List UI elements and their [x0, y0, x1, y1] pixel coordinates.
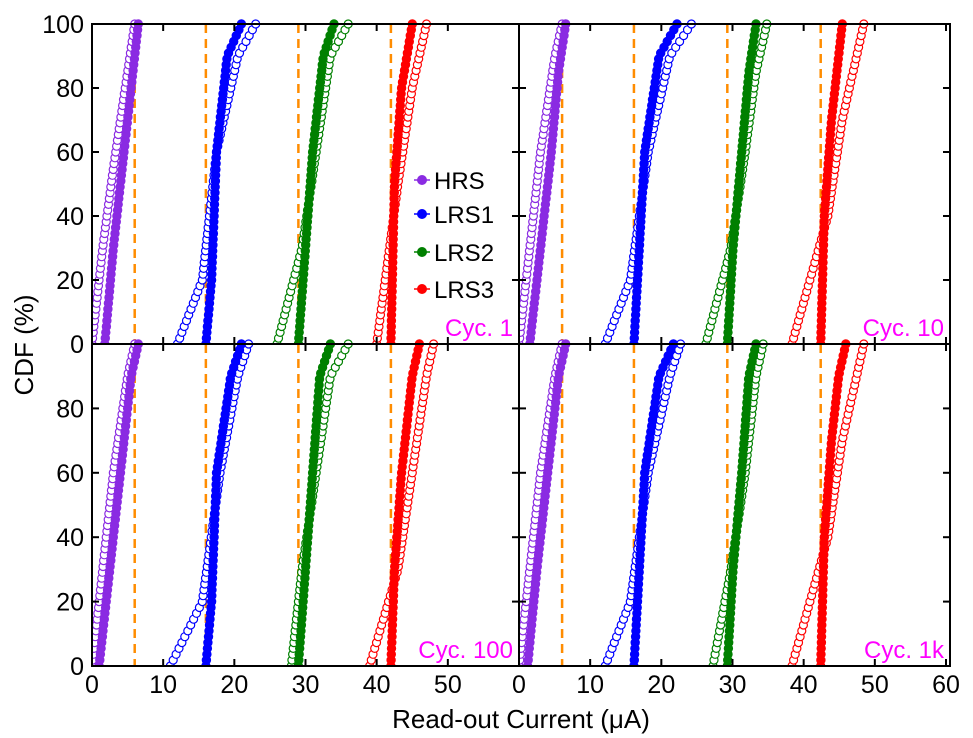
series-lrs3-filled — [816, 19, 847, 344]
legend-item-hrs: HRS — [414, 168, 485, 195]
x-tick-label: 0 — [512, 671, 526, 699]
x-tick-label: 50 — [861, 671, 889, 699]
y-tick-label: 80 — [56, 395, 84, 423]
legend-item-lrs1: LRS1 — [414, 202, 494, 229]
panel-label: Cyc. 10 — [863, 315, 944, 342]
series-hrs-filled — [100, 19, 144, 344]
series-hrs-open — [92, 339, 140, 666]
series-lrs3-filled — [386, 339, 425, 666]
panel-label: Cyc. 1 — [445, 315, 513, 342]
series-lrs1-filled — [629, 339, 679, 666]
panel-label: Cyc. 1k — [864, 637, 945, 664]
series-lrs2-filled — [293, 19, 339, 344]
y-tick-label: 60 — [56, 460, 84, 488]
series-lrs2-filled — [293, 339, 336, 666]
x-tick-label: 60 — [932, 671, 960, 699]
x-tick-label: 30 — [292, 671, 320, 699]
y-tick-label: 0 — [70, 653, 84, 681]
panel-cyc-1: Cyc. 1 — [92, 19, 513, 344]
series-hrs-filled — [525, 19, 571, 344]
legend-label-lrs2: LRS2 — [434, 240, 494, 267]
panel-cyc-100: Cyc. 100 — [92, 339, 513, 666]
legend-item-lrs3: LRS3 — [414, 277, 494, 304]
panel-cyc-10: Cyc. 10 — [519, 19, 944, 344]
series-lrs1-filled — [629, 19, 682, 344]
y-tick-label: 40 — [56, 203, 84, 231]
y-tick-label: 100 — [42, 11, 84, 39]
series-hrs-filled — [94, 339, 144, 666]
x-tick-label: 10 — [576, 671, 604, 699]
x-tick-label: 40 — [363, 671, 391, 699]
y-axis-ticks: 0 20 40 60 80 100 0 20 40 60 80 — [42, 11, 950, 681]
y-tick-label: 60 — [56, 139, 84, 167]
x-axis-label: Read-out Current (μA) — [392, 704, 650, 734]
x-tick-label: 50 — [434, 671, 462, 699]
y-tick-label: 20 — [56, 589, 84, 617]
x-tick-label: 20 — [647, 671, 675, 699]
series-lrs3-filled — [386, 19, 417, 344]
y-tick-label: 20 — [56, 267, 84, 295]
series-lrs2-filled — [722, 19, 761, 344]
legend: HRS LRS1 LRS2 LRS3 — [414, 168, 494, 304]
panel-label: Cyc. 100 — [418, 637, 513, 664]
series-hrs-open — [519, 339, 567, 666]
x-axis-ticks: 0 10 20 30 40 50 0 10 20 30 40 50 60 — [85, 24, 960, 699]
y-axis-label: CDF (%) — [9, 294, 39, 395]
y-tick-label: 0 — [70, 331, 84, 359]
x-tick-label: 0 — [85, 671, 99, 699]
legend-label-lrs1: LRS1 — [434, 202, 494, 229]
series-hrs-filled — [522, 339, 571, 666]
series-lrs2-filled — [722, 339, 761, 666]
panel-cyc-1k: Cyc. 1k — [519, 339, 945, 666]
x-tick-label: 20 — [220, 671, 248, 699]
series-lrs3-open — [365, 339, 439, 666]
legend-label-hrs: HRS — [434, 168, 485, 195]
series-lrs1-filled — [201, 19, 247, 344]
legend-item-lrs2: LRS2 — [414, 240, 494, 267]
x-tick-label: 40 — [790, 671, 818, 699]
y-tick-label: 80 — [56, 75, 84, 103]
y-tick-label: 40 — [56, 524, 84, 552]
x-tick-label: 30 — [719, 671, 747, 699]
x-tick-label: 10 — [149, 671, 177, 699]
legend-label-lrs3: LRS3 — [434, 277, 494, 304]
